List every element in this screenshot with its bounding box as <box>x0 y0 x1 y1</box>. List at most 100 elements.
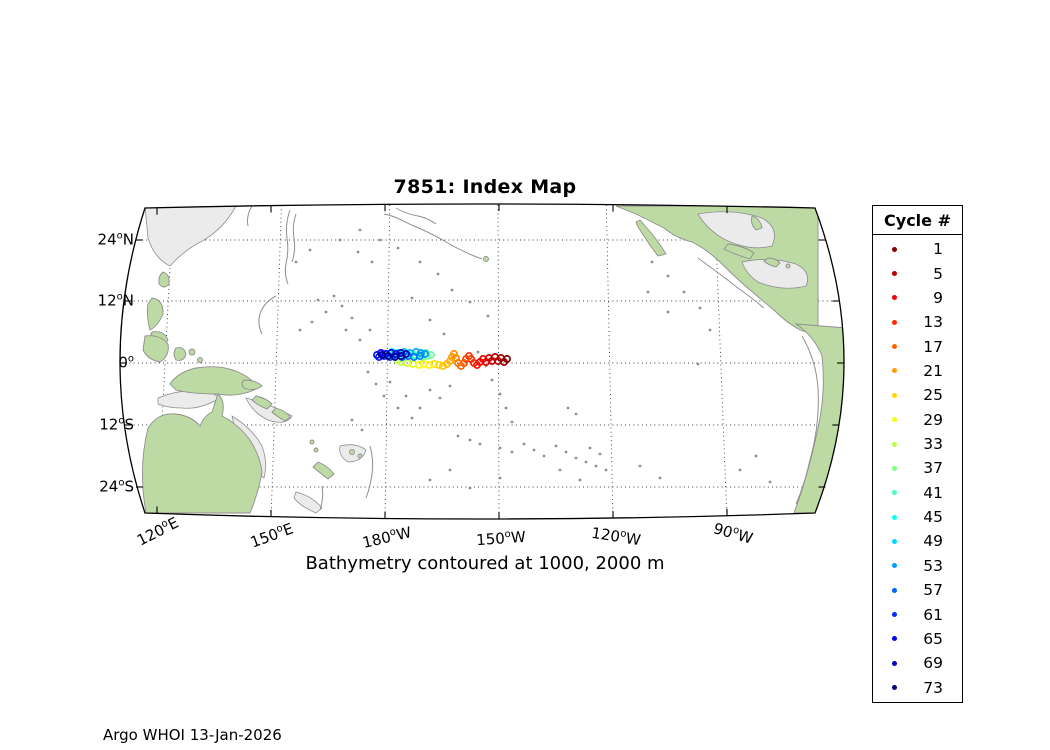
legend-entry: 65 <box>873 627 962 651</box>
trajectory-point-cycle-25 <box>435 361 443 369</box>
lon-label-150W: 150oW <box>475 527 527 550</box>
legend-marker-icon <box>892 465 897 471</box>
legend-marker-icon <box>892 514 897 520</box>
legend-cycle-number: 65 <box>923 629 943 648</box>
trajectory-point-cycle-19 <box>452 354 460 362</box>
legend-cycle-number: 45 <box>923 508 943 527</box>
land-solomons <box>251 395 273 410</box>
legend-marker-icon <box>892 441 897 447</box>
land-luzon <box>146 297 164 331</box>
trajectory-point-cycle-26 <box>430 360 438 368</box>
land-borneo <box>142 335 169 363</box>
trajectory-point-cycle-68 <box>397 349 405 357</box>
shelf-caribbean <box>741 259 809 289</box>
legend-cycle-number: 53 <box>923 556 943 575</box>
trajectory-point-cycle-71 <box>391 353 399 361</box>
lat-label-12N: 12oN <box>97 291 134 310</box>
bathymetry-caption: Bathymetry contoured at 1000, 2000 m <box>305 553 665 574</box>
map-boundary <box>119 203 845 520</box>
legend-entry: 53 <box>873 554 962 578</box>
legend-marker-icon <box>892 563 897 569</box>
legend-entry: 1 <box>873 237 962 261</box>
legend-marker-icon <box>892 368 897 374</box>
legend-cycle-number: 49 <box>923 532 943 551</box>
lat-label-24S: 24oS <box>99 477 134 496</box>
legend-entry: 13 <box>873 310 962 334</box>
land-baja <box>635 219 667 257</box>
land-taiwan <box>158 271 170 288</box>
lat-label-0: 0o <box>118 353 134 372</box>
land-hispaniola <box>763 257 781 268</box>
legend-marker-icon <box>892 271 897 277</box>
trajectory-point-cycle-65 <box>382 350 390 358</box>
legend-cycle-number: 41 <box>923 483 943 502</box>
legend-entry: 45 <box>873 505 962 529</box>
legend-entry: 5 <box>873 262 962 286</box>
legend-cycle-number: 5 <box>933 264 943 283</box>
legend-cycle-number: 21 <box>923 361 943 380</box>
lat-label-12S: 12oS <box>99 415 134 434</box>
legend-cycle-number: 9 <box>933 288 943 307</box>
legend-entry: 17 <box>873 335 962 359</box>
trajectory-point-cycle-63 <box>373 351 381 359</box>
legend-entry: 25 <box>873 383 962 407</box>
legend-entry: 9 <box>873 286 962 310</box>
legend-marker-icon <box>892 587 897 593</box>
legend-entry: 21 <box>873 359 962 383</box>
legend-cycle-number: 13 <box>923 313 943 332</box>
trajectory-point-cycle-24 <box>439 362 447 370</box>
trajectory-point-cycle-28 <box>420 360 428 368</box>
legend-marker-icon <box>892 636 897 642</box>
land-florida <box>751 215 763 231</box>
legend-entry: 69 <box>873 651 962 675</box>
lat-label-24N: 24oN <box>97 230 134 249</box>
legend-entry: 29 <box>873 408 962 432</box>
legend-marker-icon <box>892 685 897 691</box>
land-layer <box>142 205 844 514</box>
trajectory-point-cycle-23 <box>443 360 451 368</box>
trajectory-layer <box>373 348 511 370</box>
legend-entry: 37 <box>873 456 962 480</box>
figure-credit: Argo WHOI 13-Jan-2026 <box>103 726 282 744</box>
legend-cycle-number: 33 <box>923 435 943 454</box>
legend-marker-icon <box>892 538 897 544</box>
legend-entry: 57 <box>873 578 962 602</box>
legend-entry: 73 <box>873 676 962 700</box>
legend-entry: 49 <box>873 529 962 553</box>
legend-entry: 41 <box>873 481 962 505</box>
bathymetry-contours-layer <box>247 205 819 511</box>
land-new-guinea <box>169 366 259 396</box>
land-south-america <box>793 323 844 514</box>
trajectory-point-cycle-27 <box>425 361 433 369</box>
land-new-caledonia <box>312 461 335 480</box>
figure-title: 7851: Index Map <box>393 176 577 198</box>
legend-cycle-number: 29 <box>923 410 943 429</box>
legend-marker-icon <box>892 295 897 301</box>
legend-cycle-number: 17 <box>923 337 943 356</box>
land-sulawesi <box>173 347 187 361</box>
legend-marker-icon <box>892 392 897 398</box>
land-new-britain <box>241 379 263 391</box>
tick-layer <box>120 204 844 519</box>
legend-entry: 61 <box>873 603 962 627</box>
trajectory-point-cycle-15 <box>462 355 470 363</box>
legend-marker-icon <box>892 612 897 618</box>
cycle-legend: Cycle # 1 5 9 13 17 21 25 29 33 37 41 45 49 53 57 61 65 6… <box>872 205 963 703</box>
land-cuba <box>723 243 755 260</box>
legend-entry: 33 <box>873 432 962 456</box>
land-australia <box>142 393 263 514</box>
legend-entries: 1 5 9 13 17 21 25 29 33 37 41 45 49 53 57 61 65 69 73 <box>873 235 962 702</box>
legend-marker-icon <box>892 246 897 252</box>
legend-marker-icon <box>892 660 897 666</box>
legend-cycle-number: 73 <box>923 678 943 697</box>
legend-cycle-number: 37 <box>923 459 943 478</box>
trajectory-point-cycle-30 <box>409 360 417 368</box>
legend-cycle-number: 25 <box>923 386 943 405</box>
legend-cycle-number: 1 <box>933 240 943 259</box>
land-hawaii <box>483 256 489 262</box>
trajectory-point-cycle-73 <box>378 351 386 359</box>
legend-marker-icon <box>892 319 897 325</box>
legend-marker-icon <box>892 344 897 350</box>
